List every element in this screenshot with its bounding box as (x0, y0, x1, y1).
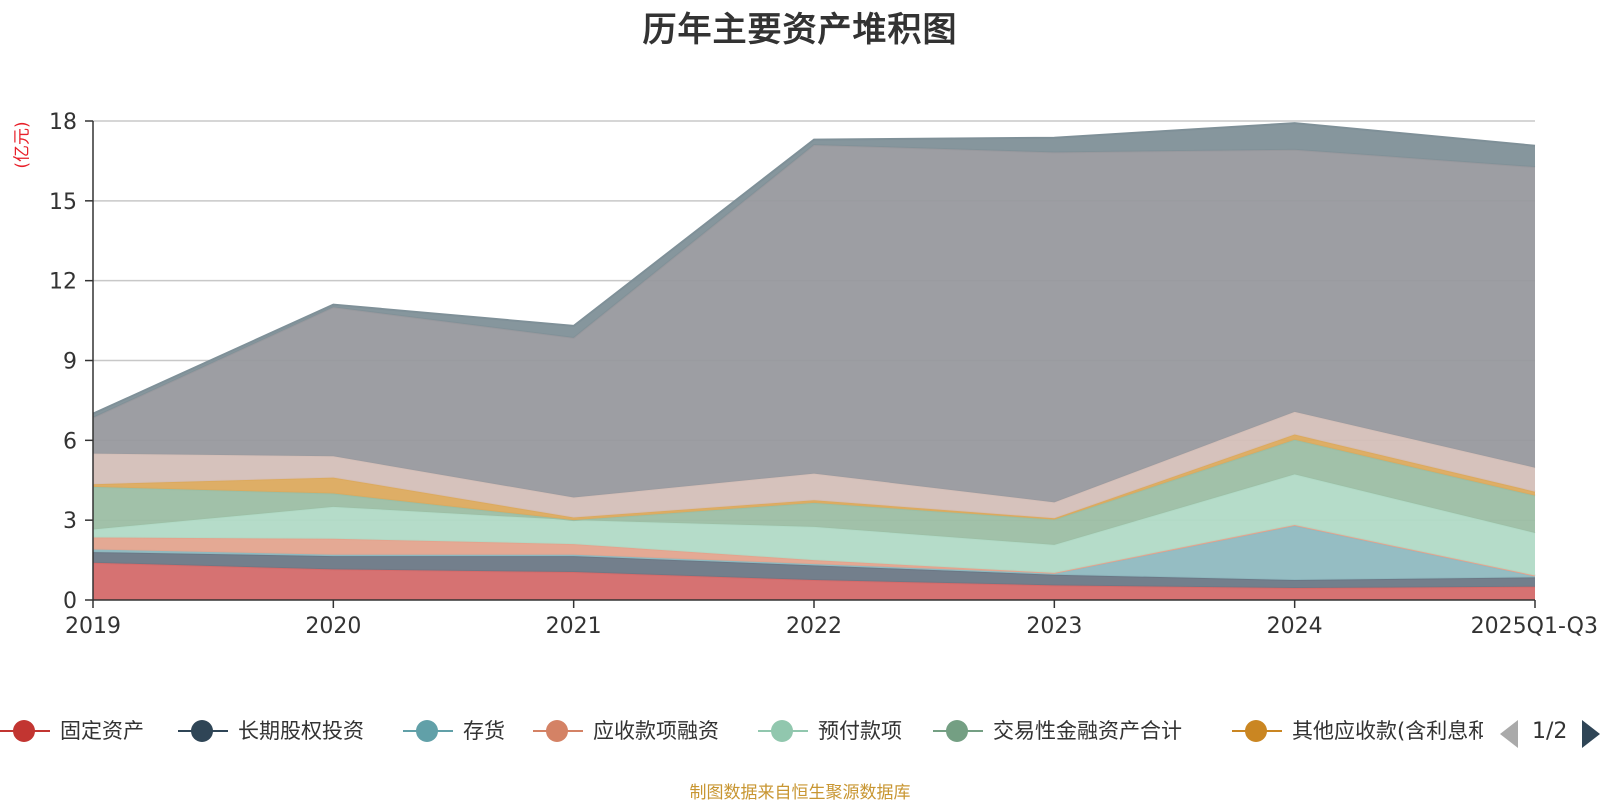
area-series (92, 122, 1536, 600)
y-tick-label: 12 (49, 270, 77, 295)
legend-label: 长期股权投资 (238, 719, 364, 743)
legend: 固定资产 长期股权投资 存货 应收款项融资 预付款项 交易性金融资产合计 其他应收款(含利息… (0, 716, 1600, 756)
legend-label: 存货 (463, 719, 505, 743)
legend-label: 其他应收款(含利息和股利) (1292, 719, 1483, 743)
legend-label: 应收款项融资 (593, 719, 719, 743)
x-tick-label: 2022 (786, 614, 842, 639)
area-其他项[interactable] (93, 123, 1535, 418)
legend-label: 交易性金融资产合计 (993, 719, 1182, 743)
legend-label: 固定资产 (60, 719, 144, 743)
x-tick-label: 2025Q1-Q3 (1471, 614, 1598, 639)
y-tick-label: 15 (49, 190, 77, 215)
area-固定资产[interactable] (93, 562, 1535, 600)
chart-title: 历年主要资产堆积图 (642, 10, 958, 50)
x-tick-label: 2019 (65, 614, 121, 639)
y-tick-label: 18 (49, 110, 77, 135)
y-tick-label: 0 (63, 589, 77, 614)
axes: 0 3 6 9 12 15 18 2019 2020 2021 2022 2023 2024 2025Q1… (49, 110, 1598, 639)
legend-items: 固定资产 长期股权投资 存货 应收款项融资 预付款项 交易性金融资产合计 其他应收款(含利息… (0, 716, 1483, 756)
series-line-其他项 (92, 122, 1536, 415)
legend-next-page-icon[interactable] (1582, 720, 1600, 748)
stacked-area-chart: 0 3 6 9 12 15 18 2019 2020 2021 2022 2023 2024 2025Q1… (49, 110, 1598, 639)
series-line-长期股权投资 (92, 551, 1536, 582)
area-其他[interactable] (93, 411, 1535, 519)
x-tick-label: 2024 (1267, 614, 1323, 639)
legend-dot-icon (546, 720, 568, 742)
area-预付款项[interactable] (93, 474, 1535, 576)
y-tick-label: 9 (63, 350, 77, 375)
source-note: 制图数据来自恒生聚源数据库 (689, 783, 911, 803)
y-tick-label: 3 (63, 509, 77, 534)
area-交易性金融资产合计[interactable] (93, 439, 1535, 545)
legend-page-indicator: 1/2 (1532, 719, 1568, 744)
area-货币资金[interactable] (93, 144, 1535, 503)
legend-dot-icon (13, 720, 35, 742)
x-tick-label: 2020 (305, 614, 361, 639)
legend-dot-icon (416, 720, 438, 742)
x-tick-label: 2021 (546, 614, 602, 639)
legend-dot-icon (946, 720, 968, 742)
x-tick-label: 2023 (1026, 614, 1082, 639)
legend-dot-icon (771, 720, 793, 742)
legend-pager: 1/2 (1500, 716, 1600, 750)
legend-prev-page-icon[interactable] (1500, 720, 1518, 748)
legend-label: 预付款项 (818, 719, 902, 743)
area-其他应收款(含利息和股利)[interactable] (93, 434, 1535, 521)
legend-dot-icon (191, 720, 213, 742)
y-tick-label: 6 (63, 429, 77, 454)
legend-dot-icon (1245, 720, 1267, 742)
area-长期股权投资[interactable] (93, 552, 1535, 589)
area-存货[interactable] (93, 525, 1535, 581)
area-应收款项融资[interactable] (93, 524, 1535, 577)
